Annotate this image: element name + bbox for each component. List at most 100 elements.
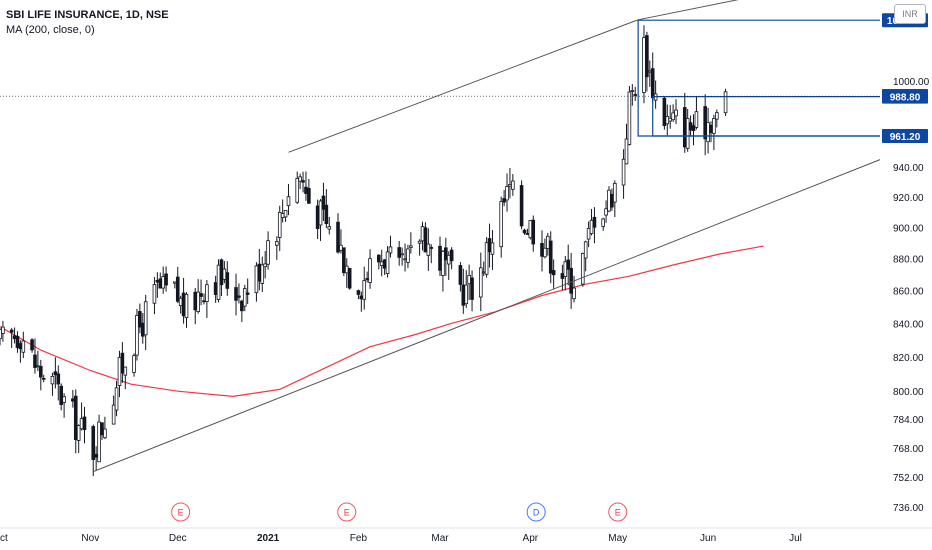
earnings-marker-label: E — [344, 508, 350, 518]
candle-body — [94, 453, 98, 458]
channel-top-line — [288, 0, 739, 153]
candle-body — [41, 377, 46, 380]
candle-body — [560, 273, 565, 279]
candle-body — [59, 385, 63, 405]
candle-body — [216, 264, 221, 300]
candle-body — [368, 258, 372, 283]
candle-body — [33, 354, 37, 368]
candle-body — [62, 396, 66, 403]
candle-body — [318, 200, 323, 226]
candle-body — [388, 246, 393, 254]
candle-body — [222, 268, 227, 280]
drawings-layer — [0, 0, 881, 473]
candle-body — [420, 226, 425, 242]
x-tick-label: Dec — [169, 533, 187, 544]
candle-body — [0, 328, 2, 340]
candle-body — [277, 211, 282, 238]
candles-layer — [0, 25, 728, 477]
currency-badge[interactable]: INR — [894, 4, 926, 24]
candle-body — [260, 264, 265, 284]
earnings-marker — [608, 502, 628, 522]
candle-body — [607, 189, 611, 212]
candle-body — [178, 297, 183, 306]
dividend-marker-label: D — [533, 508, 540, 518]
ma200-layer — [0, 245, 764, 398]
candle-body — [237, 295, 241, 298]
candle-body — [685, 118, 690, 149]
candle-body — [563, 261, 568, 277]
candle-body — [184, 293, 189, 319]
candle-body — [691, 125, 696, 131]
earnings-marker-label: E — [615, 508, 621, 518]
x-tick-label: Apr — [523, 533, 539, 544]
time-axis[interactable]: Oct Nov Dec 2021 Feb Mar Apr May Jun Jul — [0, 527, 932, 544]
candle-body — [82, 416, 87, 431]
candle-body — [158, 278, 163, 289]
candle-body — [202, 300, 206, 303]
candle-body — [478, 267, 483, 298]
candle-body — [589, 219, 594, 234]
candle-body — [467, 275, 471, 285]
candle-body — [304, 186, 308, 194]
candle-body — [723, 91, 728, 114]
candle-body — [645, 35, 649, 78]
candle-body — [682, 107, 687, 148]
y-tick-label: 880.00 — [893, 255, 924, 266]
candle-body — [155, 280, 160, 283]
x-tick-label: Nov — [81, 533, 99, 544]
symbol-title[interactable]: SBI LIFE INSURANCE, 1D, NSE — [6, 9, 169, 21]
candle-body — [511, 180, 515, 190]
candle-body — [344, 265, 349, 274]
candle-body — [548, 240, 553, 274]
price-label-text: 961.20 — [890, 132, 921, 143]
candle-body — [481, 271, 486, 274]
candle-body — [161, 276, 165, 289]
candle-body — [225, 272, 230, 289]
candle-body — [240, 300, 244, 312]
candle-body — [531, 219, 536, 245]
candle-body — [426, 243, 431, 256]
candle-body — [280, 213, 285, 218]
candle-body — [263, 263, 267, 268]
candle-body — [38, 365, 43, 378]
candle-body — [461, 284, 466, 306]
y-tick-label: 752.00 — [893, 473, 924, 484]
candle-body — [234, 287, 238, 301]
candle-body — [266, 240, 270, 265]
candle-body — [132, 355, 136, 373]
candle-body — [627, 91, 632, 145]
candle-body — [152, 284, 157, 304]
candle-body — [438, 245, 442, 271]
candle-body — [449, 249, 454, 262]
candle-body — [286, 196, 291, 207]
candle-body — [650, 68, 655, 99]
candle-body — [295, 178, 300, 203]
indicator-legend[interactable]: MA (200, close, 0) — [6, 24, 95, 36]
candle-body — [688, 122, 693, 131]
candle-body — [301, 180, 305, 183]
candle-body — [379, 261, 384, 266]
candle-body — [586, 228, 591, 240]
candle-body — [406, 248, 410, 263]
y-tick-label: 736.00 — [893, 503, 924, 514]
candle-body — [275, 241, 279, 246]
candle-body — [668, 117, 672, 122]
candle-body — [193, 291, 198, 311]
candle-body — [706, 122, 710, 143]
price-axis[interactable]: 736.00 752.00 768.00 784.00 800.00 820.00 840.… — [882, 13, 930, 514]
candle-body — [662, 97, 667, 126]
candle-body — [50, 376, 55, 385]
candle-body — [441, 250, 445, 276]
candle-body — [610, 193, 614, 208]
candle-body — [601, 218, 605, 227]
x-tick-label: Jul — [789, 533, 802, 544]
ma200-line — [0, 245, 764, 398]
candle-body — [592, 216, 597, 228]
candle-body — [525, 233, 530, 235]
range-box-2 — [652, 96, 880, 137]
price-label-text: 988.80 — [890, 93, 921, 104]
chart-header: SBI LIFE INSURANCE, 1D, NSE MA (200, clo… — [6, 8, 169, 38]
candle-body — [114, 387, 119, 411]
